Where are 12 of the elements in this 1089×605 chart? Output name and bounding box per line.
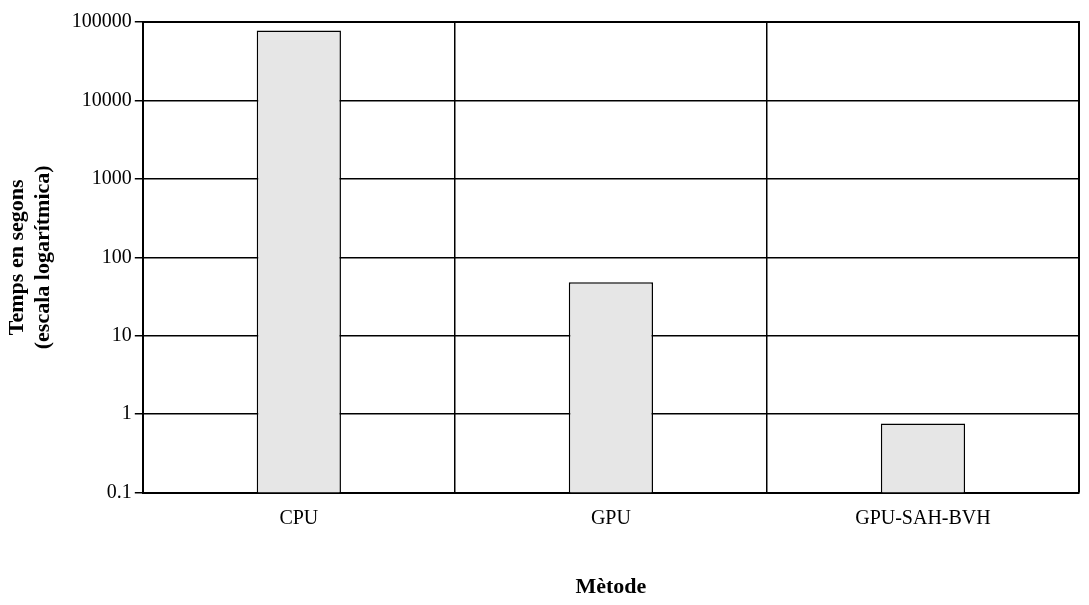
x-axis-title: Mètode: [575, 573, 647, 599]
x-tick-label: CPU: [279, 505, 319, 528]
x-tick-label: GPU-SAH-BVH: [855, 505, 991, 528]
y-tick-label: 100000: [71, 9, 132, 32]
y-tick-label: 10: [111, 322, 132, 345]
y-tick-label: 100: [101, 244, 132, 267]
y-tick-label: 1: [121, 401, 132, 424]
x-tick-label: GPU: [590, 505, 632, 528]
y-tick-label: 0.1: [106, 479, 132, 502]
y-tick-label: 1000: [91, 166, 132, 189]
y-axis-title: Temps en segons (escala logarítmica): [2, 165, 55, 350]
y-tick-label: 10000: [81, 87, 132, 110]
